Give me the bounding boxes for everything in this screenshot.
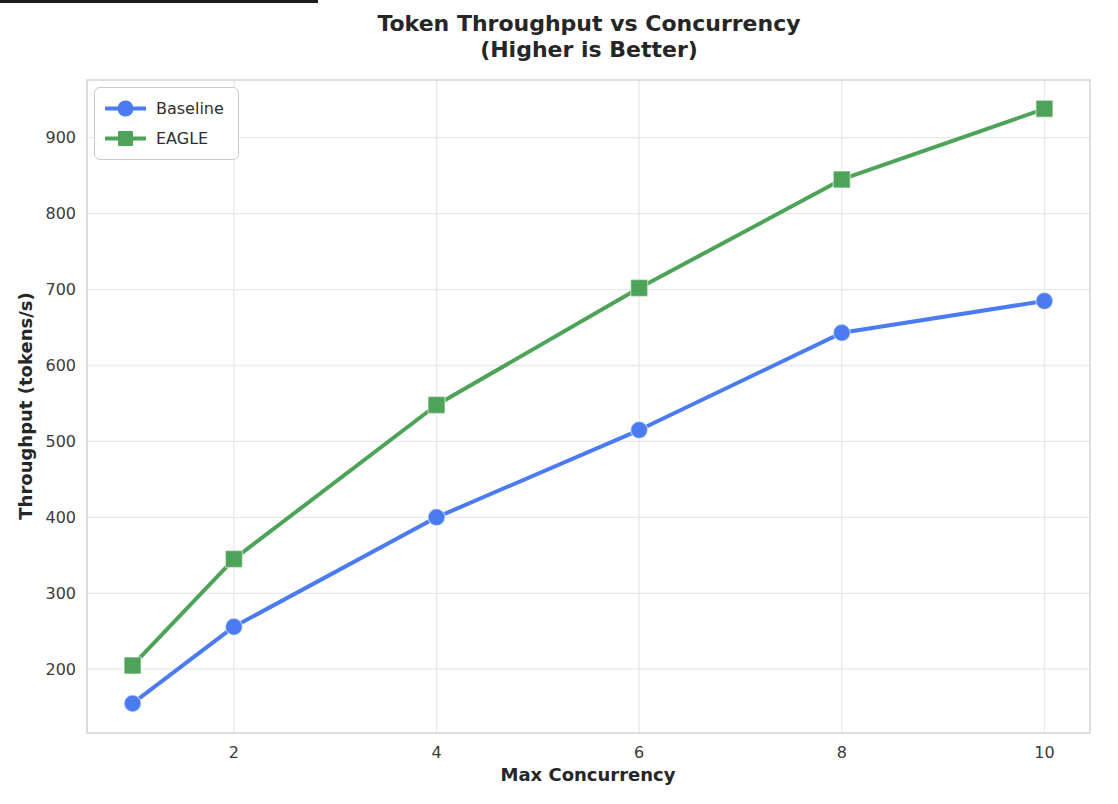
chart-figure: 2 4 6 8 10 200 300 400 500 600 700 800 900 Token Thr… xyxy=(0,0,1118,804)
legend-marker-square xyxy=(105,128,146,149)
data-point-baseline xyxy=(833,324,850,341)
x-axis-label: Max Concurrency xyxy=(501,764,676,785)
chart-title-line2: (Higher is Better) xyxy=(480,37,698,62)
data-point-baseline xyxy=(225,618,242,635)
series-line-baseline xyxy=(133,301,1045,703)
y-tick-label: 600 xyxy=(45,356,76,375)
data-point-eagle xyxy=(225,551,242,568)
y-tick-label: 400 xyxy=(45,508,76,527)
legend-label: EAGLE xyxy=(156,129,208,148)
y-tick-label: 300 xyxy=(45,584,76,603)
legend-item-baseline: Baseline xyxy=(105,95,224,122)
data-point-baseline xyxy=(124,695,141,712)
series-line-eagle xyxy=(133,109,1045,666)
data-point-eagle xyxy=(631,280,648,297)
chart-title-line1: Token Throughput vs Concurrency xyxy=(377,11,800,36)
x-tick-label: 4 xyxy=(431,743,441,762)
y-tick-label: 800 xyxy=(45,204,76,223)
y-tick-label: 900 xyxy=(45,128,76,147)
chart-title: Token Throughput vs Concurrency(Higher i… xyxy=(88,11,1090,63)
y-tick-label: 500 xyxy=(45,432,76,451)
y-tick-label: 700 xyxy=(45,280,76,299)
legend-item-eagle: EAGLE xyxy=(105,125,224,152)
data-point-baseline xyxy=(1036,292,1053,309)
x-tick-label: 2 xyxy=(229,743,239,762)
x-tick-label: 6 xyxy=(634,743,644,762)
y-axis-label: Throughput (tokens/s) xyxy=(15,292,36,519)
x-tick-label: 8 xyxy=(837,743,847,762)
data-point-eagle xyxy=(428,396,445,413)
data-point-baseline xyxy=(631,422,648,439)
legend-label: Baseline xyxy=(156,99,224,118)
data-point-eagle xyxy=(833,171,850,188)
legend-marker-circle xyxy=(105,98,146,119)
data-point-eagle xyxy=(124,657,141,674)
data-point-eagle xyxy=(1036,100,1053,117)
legend: Baseline EAGLE xyxy=(94,87,239,160)
data-point-baseline xyxy=(428,509,445,526)
x-tick-label: 10 xyxy=(1034,743,1054,762)
y-tick-label: 200 xyxy=(45,660,76,679)
